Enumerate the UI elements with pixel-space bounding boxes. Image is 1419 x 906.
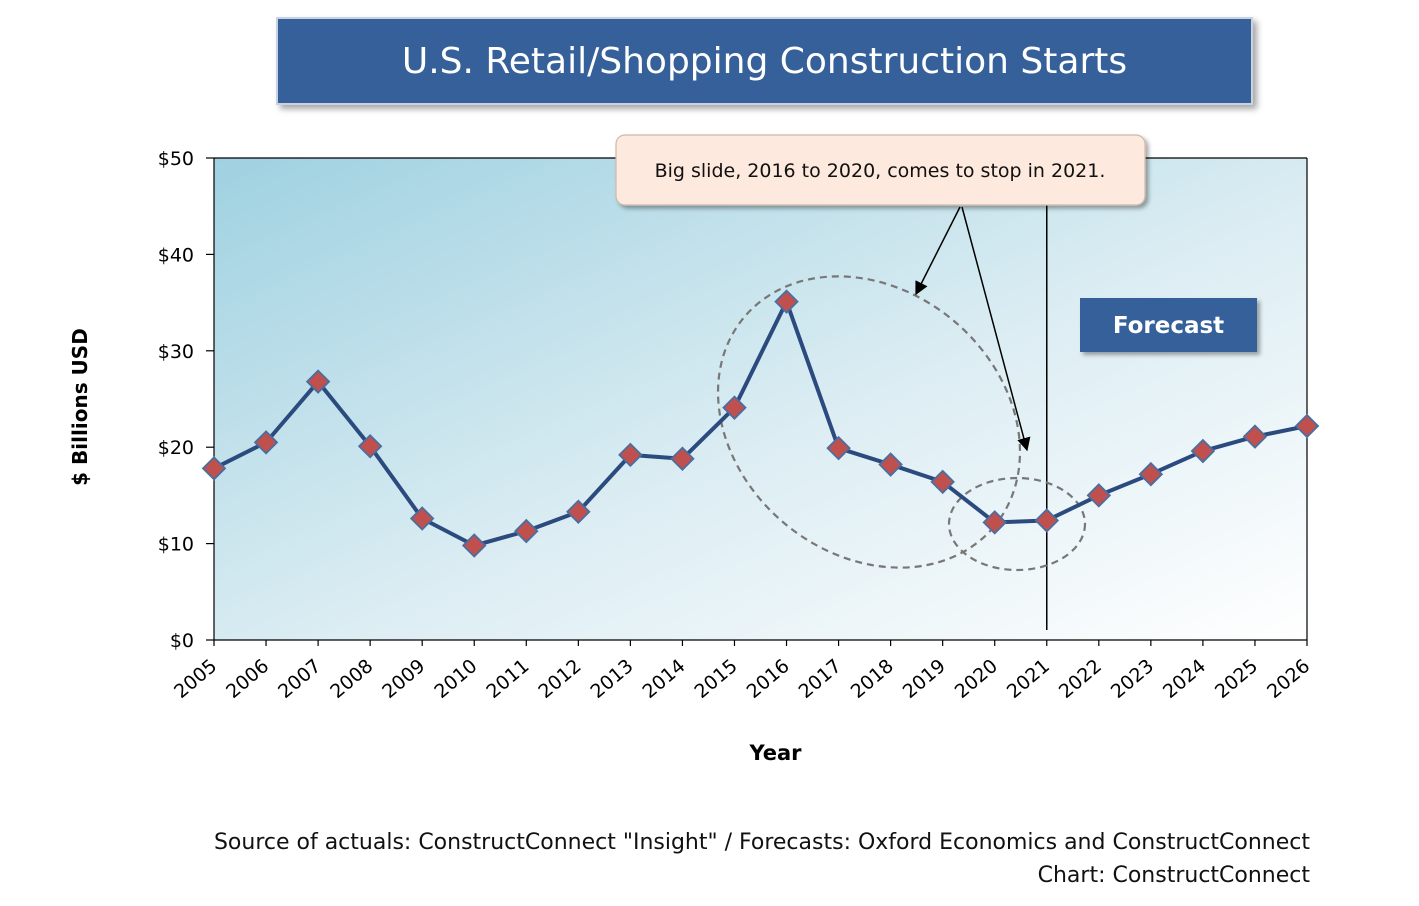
data-point-marker xyxy=(1242,424,1268,449)
x-tick-label: 2009 xyxy=(378,655,429,703)
x-tick-label: 2010 xyxy=(430,655,481,703)
series-line xyxy=(213,299,1308,548)
x-tick-label: 2016 xyxy=(743,655,794,703)
annotation-arrow-decline xyxy=(915,206,961,296)
data-point-marker xyxy=(1034,508,1060,533)
x-tick-label: 2014 xyxy=(638,655,689,703)
data-point-marker xyxy=(826,435,851,461)
data-point-marker xyxy=(514,518,539,544)
data-point-marker xyxy=(774,289,799,314)
x-tick-label: 2015 xyxy=(691,655,742,703)
y-axis-title: $ Billions USD xyxy=(68,328,92,486)
source-chart-text: Chart: ConstructConnect xyxy=(1037,863,1310,888)
y-tick-label: $50 xyxy=(158,148,194,170)
x-tick-label: 2012 xyxy=(534,655,585,703)
x-tick-label: 2007 xyxy=(274,655,325,703)
data-point-marker xyxy=(722,395,747,420)
x-tick-label: 2026 xyxy=(1263,655,1314,703)
x-tick-label: 2005 xyxy=(170,655,221,703)
data-point-marker xyxy=(461,533,487,558)
x-tick-label: 2024 xyxy=(1159,655,1210,703)
plot-area xyxy=(214,158,1307,640)
data-point-marker xyxy=(1294,413,1320,439)
data-point-marker xyxy=(1086,483,1112,508)
x-tick-label: 2018 xyxy=(847,655,898,703)
x-tick-label: 2006 xyxy=(222,655,273,703)
data-point-marker xyxy=(1190,438,1216,464)
y-tick-label: $40 xyxy=(158,244,194,266)
y-tick-label: $10 xyxy=(158,534,194,556)
x-tick-label: 2011 xyxy=(482,655,533,703)
data-point-marker xyxy=(982,510,1007,535)
forecast-label-text: Forecast xyxy=(1113,313,1224,339)
forecast-label-box xyxy=(1080,298,1257,352)
annotation-arrow-stop xyxy=(961,206,1031,452)
x-tick-label: 2008 xyxy=(326,655,377,703)
data-point-marker xyxy=(409,506,435,531)
x-tick-label: 2023 xyxy=(1107,655,1158,703)
y-tick-label: $30 xyxy=(158,341,194,363)
annotation-callout-text: Big slide, 2016 to 2020, comes to stop i… xyxy=(655,160,1106,182)
data-point-marker xyxy=(357,433,383,459)
data-point-marker xyxy=(878,452,903,477)
data-point-marker xyxy=(201,456,227,481)
data-point-marker xyxy=(670,446,695,472)
chart-title: U.S. Retail/Shopping Construction Starts xyxy=(276,17,1253,105)
data-point-marker xyxy=(1138,461,1164,487)
y-tick-label: $20 xyxy=(158,437,194,459)
x-tick-label: 2019 xyxy=(899,655,950,703)
data-point-marker xyxy=(253,430,279,455)
x-tick-label: 2020 xyxy=(951,655,1002,703)
x-tick-label: 2017 xyxy=(795,655,846,703)
data-point-marker xyxy=(566,499,591,525)
annotation-callout-box xyxy=(615,134,1146,206)
data-point-marker xyxy=(930,469,955,495)
data-point-marker xyxy=(618,442,643,468)
x-axis-title: Year xyxy=(748,741,802,765)
x-tick-label: 2013 xyxy=(586,655,637,703)
x-tick-label: 2025 xyxy=(1211,655,1262,703)
source-note: Source of actuals: ConstructConnect "Ins… xyxy=(214,826,1310,892)
highlight-ellipse-stop xyxy=(947,476,1087,572)
x-tick-label: 2021 xyxy=(1003,655,1054,703)
y-tick-label: $0 xyxy=(170,630,194,652)
data-point-marker xyxy=(305,369,331,394)
source-actuals-text: Source of actuals: ConstructConnect "Ins… xyxy=(213,830,1310,855)
x-tick-label: 2022 xyxy=(1055,655,1106,703)
